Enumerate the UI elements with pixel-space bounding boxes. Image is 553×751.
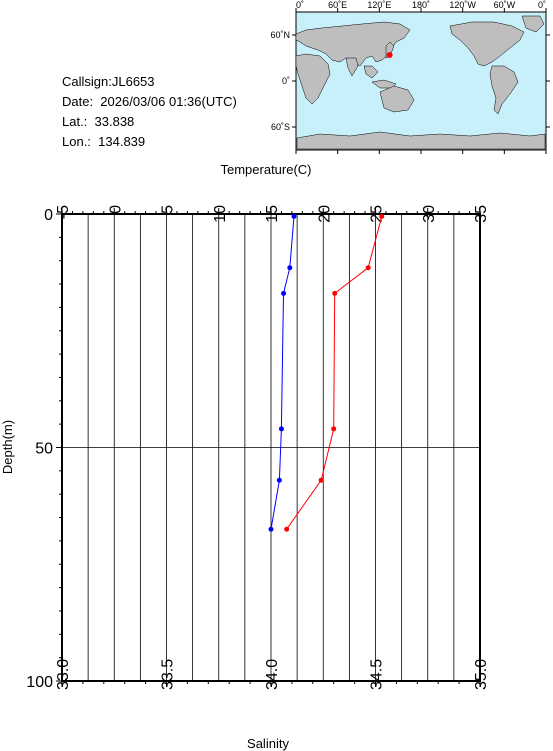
temperature-tick-label: 10	[212, 205, 229, 223]
salinity-profile-line	[270, 216, 295, 530]
land-southeast-asia	[363, 65, 379, 79]
world-map: 0˚ 60˚E 120˚E 180˚ 120˚W 60˚W 0˚ 60˚N 0˚ 60˚S	[270, 0, 550, 154]
salinity-tick-label: 35.0	[473, 659, 490, 690]
map-lon-label: 60˚E	[328, 0, 347, 10]
temperature-tick-label: 5	[160, 205, 177, 214]
temperature-point	[284, 526, 290, 532]
map-lon-label: 0˚	[296, 0, 304, 10]
map-lon-label: 0˚	[538, 0, 546, 10]
salinity-tick-label: 34.0	[264, 659, 281, 690]
land-india	[345, 57, 359, 77]
land-north-america	[449, 21, 525, 67]
temperature-tick-label: 25	[369, 205, 386, 223]
temperature-axis: -5 0 5 10 15 20 25 30 35	[55, 205, 490, 223]
land-south-america	[489, 65, 519, 115]
map-lon-label: 120˚W	[449, 0, 476, 10]
longitude-label: Lon.: 134.839	[62, 134, 146, 149]
series-layer	[268, 213, 385, 532]
map-land	[295, 15, 546, 150]
land-australia	[379, 85, 415, 113]
station-marker	[386, 52, 393, 59]
salinity-tick-label: 33.0	[55, 659, 72, 690]
date-label: Date: 2026/03/06 01:36(UTC)	[62, 94, 237, 109]
chart-grid	[62, 214, 480, 681]
depth-tick-label: 50	[35, 441, 53, 458]
salinity-point	[268, 526, 274, 532]
salinity-axis-title: Salinity	[247, 736, 289, 751]
land-antarctica	[296, 131, 546, 150]
temperature-point	[365, 265, 371, 271]
land-eurasia	[295, 21, 411, 67]
salinity-point	[281, 290, 287, 296]
temperature-axis-title: Temperature(C)	[220, 162, 311, 177]
depth-tick-label: 100	[26, 674, 53, 691]
salinity-axis: 33.0 33.5 34.0 34.5 35.0	[55, 659, 490, 690]
temperature-tick-label: 15	[264, 205, 281, 223]
salinity-point	[276, 477, 282, 483]
temperature-point	[331, 426, 337, 432]
map-top-ticks	[295, 8, 547, 154]
temperature-tick-label: 30	[421, 205, 438, 223]
map-lon-label: 60˚W	[494, 0, 516, 10]
depth-axis-title: Depth(m)	[0, 420, 15, 474]
depth-axis: 0 50 100	[26, 207, 62, 691]
temperature-point	[332, 290, 338, 296]
salinity-tick-label: 34.5	[369, 659, 386, 690]
salinity-point	[278, 426, 284, 432]
temperature-point	[379, 213, 385, 219]
map-lon-label: 180˚	[412, 0, 430, 10]
map-lat-label: 60˚N	[270, 30, 290, 40]
temperature-tick-label: 0	[107, 205, 124, 214]
land-greenland	[521, 15, 545, 33]
map-lat-label: 0˚	[282, 76, 290, 86]
salinity-point	[291, 213, 297, 219]
temperature-tick-label: -5	[55, 205, 72, 219]
callsign-label: Callsign:JL6653	[62, 74, 155, 89]
land-africa	[295, 53, 331, 105]
temperature-point	[318, 477, 324, 483]
temperature-tick-label: 20	[316, 205, 333, 223]
map-top-labels: 0˚ 60˚E 120˚E 180˚ 120˚W 60˚W 0˚	[296, 0, 546, 10]
station-marker-dot	[386, 52, 393, 59]
latitude-label: Lat.: 33.838	[62, 114, 135, 129]
map-lat-label: 60˚S	[271, 122, 290, 132]
temperature-profile-line	[286, 216, 383, 530]
salinity-point	[287, 265, 293, 271]
map-left-labels: 60˚N 0˚ 60˚S	[270, 30, 290, 132]
depth-tick-label: 0	[44, 207, 53, 224]
salinity-tick-label: 33.5	[160, 659, 177, 690]
map-left-ticks	[292, 34, 550, 128]
temperature-tick-label: 35	[473, 205, 490, 223]
map-lon-label: 120˚E	[367, 0, 391, 10]
